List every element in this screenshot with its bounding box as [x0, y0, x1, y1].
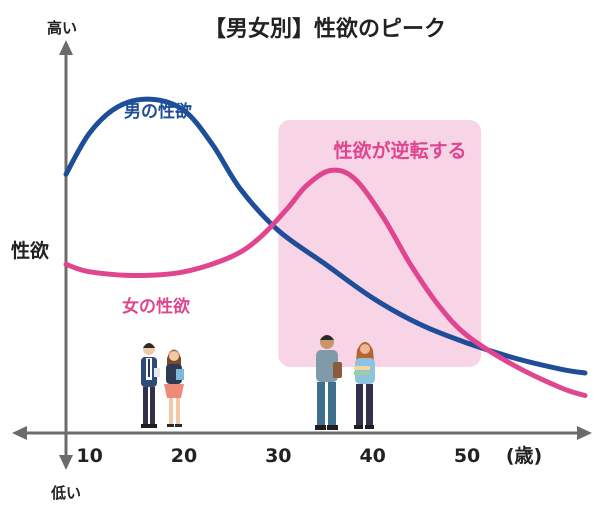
highlight-region — [278, 120, 482, 367]
x-axis-arrow-left — [12, 426, 27, 440]
adult-woman-figure — [354, 342, 375, 429]
x-tick-label: 40 — [359, 445, 385, 467]
series-line-female — [63, 167, 588, 398]
y-axis-arrow-up — [59, 40, 73, 55]
adult-man-figure — [315, 335, 342, 430]
young-woman-figure — [164, 349, 184, 427]
chart-title: 【男女別】性欲のピーク — [204, 16, 446, 42]
highlight-label: 性欲が逆転する — [333, 139, 466, 162]
x-axis-unit-label: (歳) — [506, 445, 542, 467]
x-tick-label: 30 — [265, 445, 291, 467]
series-lines — [63, 96, 588, 398]
adult-couple-illustration — [315, 335, 375, 430]
y-axis-label: 性欲 — [11, 239, 49, 262]
x-tick-label: 10 — [76, 445, 102, 467]
axes — [12, 40, 592, 470]
series-label-male: 男の性欲 — [124, 101, 192, 122]
series-label-female: 女の性欲 — [122, 296, 190, 317]
y-axis-low-label: 低い — [50, 484, 81, 502]
x-tick-labels: 10 20 30 40 50 — [76, 445, 480, 467]
series-line-male — [63, 96, 588, 376]
x-tick-label: 50 — [454, 445, 480, 467]
young-man-figure — [141, 343, 160, 428]
young-couple-illustration — [141, 343, 184, 428]
y-axis-high-label: 高い — [47, 19, 77, 37]
y-axis-arrow-down — [59, 455, 73, 470]
x-tick-label: 20 — [171, 445, 197, 467]
x-axis-arrow-right — [577, 426, 592, 440]
